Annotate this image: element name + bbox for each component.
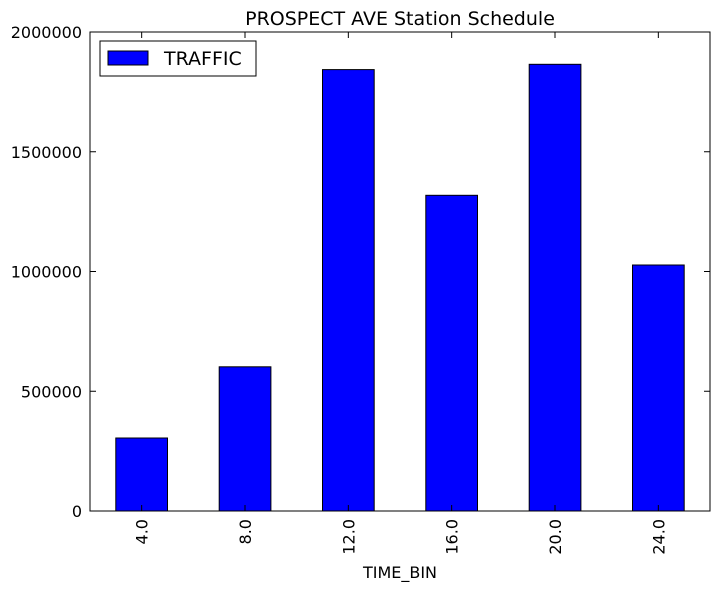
y-tick-label: 0 [72, 502, 82, 521]
legend-label-traffic: TRAFFIC [163, 48, 242, 70]
y-tick-label: 1000000 [11, 263, 82, 282]
bar-12.0 [322, 69, 375, 512]
y-tick-label: 1500000 [11, 143, 82, 162]
bar-8.0 [218, 366, 272, 512]
x-tick-labels: 4.0 8.0 12.0 16.0 20.0 24.0 [133, 519, 669, 555]
x-tick-label: 4.0 [133, 519, 152, 544]
y-tick-labels: 0 500000 1000000 1500000 2000000 [11, 23, 82, 521]
chart-title: PROSPECT AVE Station Schedule [245, 8, 555, 30]
x-tick-label: 24.0 [649, 519, 668, 555]
x-tick-label: 16.0 [443, 519, 462, 555]
legend: TRAFFIC [99, 40, 257, 77]
y-tick-label: 500000 [21, 382, 82, 401]
legend-swatch-traffic [107, 50, 149, 66]
x-axis-label: TIME_BIN [362, 563, 437, 583]
bar-24.0 [632, 264, 685, 512]
x-tick-label: 8.0 [236, 519, 255, 544]
bars-layer [115, 63, 685, 512]
y-tick-label: 2000000 [11, 23, 82, 42]
plot-frame [89, 31, 711, 512]
bar-20.0 [528, 63, 582, 512]
bar-4.0 [115, 437, 169, 512]
axes-layer [89, 31, 711, 512]
x-tick-label: 12.0 [339, 519, 358, 555]
x-tick-label: 20.0 [546, 519, 565, 555]
bar-16.0 [425, 194, 478, 512]
